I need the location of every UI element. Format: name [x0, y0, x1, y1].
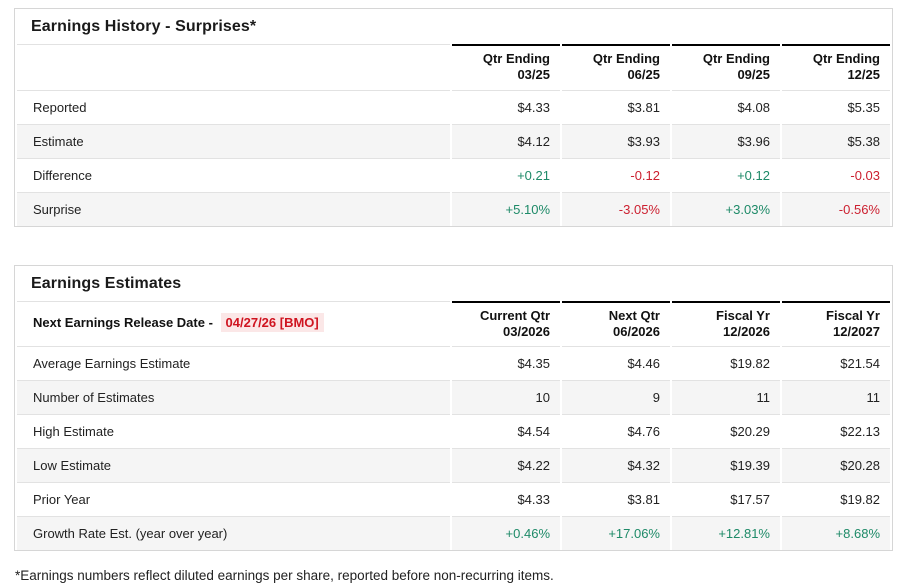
row-label: Average Earnings Estimate	[17, 347, 450, 381]
column-header-qtr-1225: Qtr Ending 12/25	[782, 44, 890, 91]
row-label: Low Estimate	[17, 449, 450, 483]
column-header-line2: 12/2027	[833, 323, 880, 339]
next-earnings-release-cell: Next Earnings Release Date - 04/27/26 [B…	[17, 300, 450, 347]
column-header-line1: Qtr Ending	[812, 51, 880, 66]
cell-value: $19.39	[672, 449, 780, 483]
cell-value: $3.96	[672, 124, 780, 159]
cell-value: $4.22	[452, 449, 560, 483]
column-header-line2: 12/2026	[723, 323, 770, 339]
cell-value-negative: -0.56%	[782, 192, 890, 226]
cell-value-positive: +12.81%	[672, 517, 780, 550]
cell-value-positive: +5.10%	[452, 192, 560, 226]
cell-value: $17.57	[672, 483, 780, 517]
column-header-line1: Qtr Ending	[592, 51, 660, 66]
table-row-number-of-estimates: Number of Estimates 10 9 11 11	[17, 381, 890, 415]
row-label: High Estimate	[17, 415, 450, 449]
row-label: Reported	[17, 91, 450, 125]
cell-value: $4.33	[452, 483, 560, 517]
column-header-fiscal-yr-2027: Fiscal Yr 12/2027	[782, 300, 890, 347]
column-header-fiscal-yr-2026: Fiscal Yr 12/2026	[672, 300, 780, 347]
earnings-estimates-title: Earnings Estimates	[31, 274, 182, 292]
table-row-reported: Reported $4.33 $3.81 $4.08 $5.35	[17, 91, 890, 125]
earnings-estimates-table: Next Earnings Release Date - 04/27/26 [B…	[15, 300, 892, 550]
cell-value-positive: +0.46%	[452, 517, 560, 550]
table-row-difference: Difference +0.21 -0.12 +0.12 -0.03	[17, 159, 890, 193]
release-date-value: 04/27/26 [BMO]	[220, 313, 324, 333]
cell-value: $22.13	[782, 415, 890, 449]
cell-value: $3.81	[562, 91, 670, 125]
cell-value-negative: -3.05%	[562, 192, 670, 226]
cell-value: $5.35	[782, 91, 890, 125]
cell-value: $20.28	[782, 449, 890, 483]
row-label: Number of Estimates	[17, 381, 450, 415]
table-row-estimate: Estimate $4.12 $3.93 $3.96 $5.38	[17, 124, 890, 159]
cell-value: $3.93	[562, 124, 670, 159]
cell-value: $4.33	[452, 91, 560, 125]
column-header-line2: 09/25	[737, 67, 770, 83]
cell-value-positive: +0.21	[452, 159, 560, 193]
release-date-label: Next Earnings Release Date -	[33, 315, 213, 331]
cell-value-positive: +17.06%	[562, 517, 670, 550]
column-header-line1: Current Qtr	[479, 307, 550, 323]
column-header-qtr-0325: Qtr Ending 03/25	[452, 44, 560, 91]
cell-value: $20.29	[672, 415, 780, 449]
earnings-history-title: Earnings History - Surprises*	[31, 18, 257, 35]
cell-value: $19.82	[672, 347, 780, 381]
column-header-line2: 03/25	[517, 67, 550, 83]
column-header-line1: Next Qtr	[608, 307, 660, 323]
cell-value: $4.08	[672, 91, 780, 125]
cell-value: $3.81	[562, 483, 670, 517]
earnings-estimates-header-row: Next Earnings Release Date - 04/27/26 [B…	[17, 300, 890, 347]
earnings-history-table: Qtr Ending 03/25 Qtr Ending 06/25 Qtr En…	[15, 44, 892, 226]
table-row-average-earnings-estimate: Average Earnings Estimate $4.35 $4.46 $1…	[17, 347, 890, 381]
table-row-surprise: Surprise +5.10% -3.05% +3.03% -0.56%	[17, 192, 890, 226]
column-header-line2: 06/2026	[613, 323, 660, 339]
row-label: Prior Year	[17, 483, 450, 517]
cell-value-negative: -0.03	[782, 159, 890, 193]
cell-value-positive: +8.68%	[782, 517, 890, 550]
cell-value: $5.38	[782, 124, 890, 159]
table-row-prior-year: Prior Year $4.33 $3.81 $17.57 $19.82	[17, 483, 890, 517]
earnings-estimates-panel: Earnings Estimates Next Earnings Release…	[14, 264, 893, 551]
cell-value: 9	[562, 381, 670, 415]
column-header-line2: 12/25	[847, 67, 880, 83]
column-header-line2: 03/2026	[503, 323, 550, 339]
cell-value-negative: -0.12	[562, 159, 670, 193]
cell-value: 10	[452, 381, 560, 415]
footnote: *Earnings numbers reflect diluted earnin…	[15, 568, 554, 583]
cell-value: $4.32	[562, 449, 670, 483]
column-header-line1: Qtr Ending	[482, 51, 550, 66]
column-header-line1: Qtr Ending	[702, 51, 770, 66]
cell-value: 11	[782, 381, 890, 415]
earnings-history-header-row: Qtr Ending 03/25 Qtr Ending 06/25 Qtr En…	[17, 44, 890, 91]
column-header-qtr-0625: Qtr Ending 06/25	[562, 44, 670, 91]
cell-value-positive: +0.12	[672, 159, 780, 193]
cell-value: $4.76	[562, 415, 670, 449]
column-header-current-qtr: Current Qtr 03/2026	[452, 300, 560, 347]
cell-value: $4.35	[452, 347, 560, 381]
row-label: Difference	[17, 159, 450, 193]
cell-value: $4.54	[452, 415, 560, 449]
table-row-growth-rate-est: Growth Rate Est. (year over year) +0.46%…	[17, 517, 890, 550]
row-label: Estimate	[17, 124, 450, 159]
column-header-line1: Fiscal Yr	[826, 307, 880, 323]
cell-value: $4.12	[452, 124, 560, 159]
empty-header-cell	[17, 44, 450, 91]
cell-value: $21.54	[782, 347, 890, 381]
column-header-qtr-0925: Qtr Ending 09/25	[672, 44, 780, 91]
cell-value: 11	[672, 381, 780, 415]
table-row-high-estimate: High Estimate $4.54 $4.76 $20.29 $22.13	[17, 415, 890, 449]
column-header-next-qtr: Next Qtr 06/2026	[562, 300, 670, 347]
cell-value: $4.46	[562, 347, 670, 381]
table-row-low-estimate: Low Estimate $4.22 $4.32 $19.39 $20.28	[17, 449, 890, 483]
cell-value: $19.82	[782, 483, 890, 517]
column-header-line2: 06/25	[627, 67, 660, 83]
earnings-history-panel: Earnings History - Surprises* Qtr Ending…	[14, 8, 893, 227]
row-label: Growth Rate Est. (year over year)	[17, 517, 450, 550]
column-header-line1: Fiscal Yr	[716, 307, 770, 323]
cell-value-positive: +3.03%	[672, 192, 780, 226]
row-label: Surprise	[17, 192, 450, 226]
